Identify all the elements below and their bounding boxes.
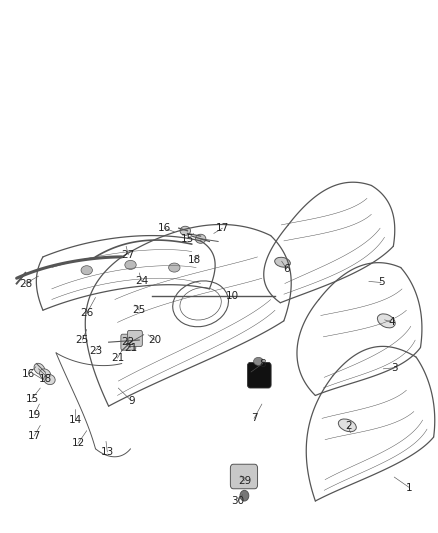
Text: 21: 21 bbox=[124, 343, 137, 352]
Text: 18: 18 bbox=[187, 255, 201, 265]
FancyBboxPatch shape bbox=[230, 464, 258, 489]
Text: 16: 16 bbox=[158, 223, 171, 233]
Text: 17: 17 bbox=[216, 223, 229, 233]
Text: 29: 29 bbox=[238, 476, 251, 486]
Ellipse shape bbox=[195, 235, 206, 243]
Text: 20: 20 bbox=[148, 335, 161, 345]
Ellipse shape bbox=[339, 419, 356, 432]
Text: 3: 3 bbox=[391, 363, 398, 373]
Text: 2: 2 bbox=[345, 422, 352, 431]
Text: 4: 4 bbox=[389, 318, 396, 327]
Text: 15: 15 bbox=[25, 394, 39, 403]
Text: 10: 10 bbox=[226, 291, 239, 301]
Ellipse shape bbox=[44, 374, 55, 385]
Text: 16: 16 bbox=[22, 369, 35, 379]
FancyBboxPatch shape bbox=[121, 334, 136, 350]
Text: 18: 18 bbox=[39, 375, 52, 384]
Circle shape bbox=[240, 490, 249, 501]
FancyBboxPatch shape bbox=[247, 362, 271, 388]
Text: 25: 25 bbox=[76, 335, 89, 345]
Text: 25: 25 bbox=[133, 305, 146, 315]
Ellipse shape bbox=[125, 260, 136, 270]
Text: 8: 8 bbox=[259, 359, 266, 368]
Text: 6: 6 bbox=[283, 264, 290, 274]
Text: 15: 15 bbox=[181, 234, 194, 244]
Text: 14: 14 bbox=[69, 415, 82, 425]
Text: 30: 30 bbox=[231, 496, 244, 506]
Ellipse shape bbox=[180, 227, 191, 236]
Text: 24: 24 bbox=[135, 277, 148, 286]
Ellipse shape bbox=[275, 257, 290, 267]
Text: 23: 23 bbox=[89, 346, 102, 356]
Text: 5: 5 bbox=[378, 278, 385, 287]
Text: 19: 19 bbox=[28, 410, 41, 419]
Text: 7: 7 bbox=[251, 414, 258, 423]
Text: 21: 21 bbox=[111, 353, 124, 363]
Text: 9: 9 bbox=[128, 396, 135, 406]
Text: 26: 26 bbox=[80, 309, 93, 318]
Text: 27: 27 bbox=[122, 250, 135, 260]
Ellipse shape bbox=[254, 357, 263, 366]
Ellipse shape bbox=[81, 265, 92, 275]
Text: 12: 12 bbox=[71, 439, 85, 448]
Ellipse shape bbox=[34, 364, 45, 374]
Ellipse shape bbox=[39, 369, 51, 379]
Text: 17: 17 bbox=[28, 431, 41, 441]
Text: 22: 22 bbox=[122, 337, 135, 347]
Text: 28: 28 bbox=[19, 279, 32, 288]
Text: 13: 13 bbox=[101, 447, 114, 457]
Text: 1: 1 bbox=[406, 483, 413, 492]
Ellipse shape bbox=[169, 263, 180, 272]
Ellipse shape bbox=[378, 314, 395, 328]
FancyBboxPatch shape bbox=[127, 330, 142, 346]
